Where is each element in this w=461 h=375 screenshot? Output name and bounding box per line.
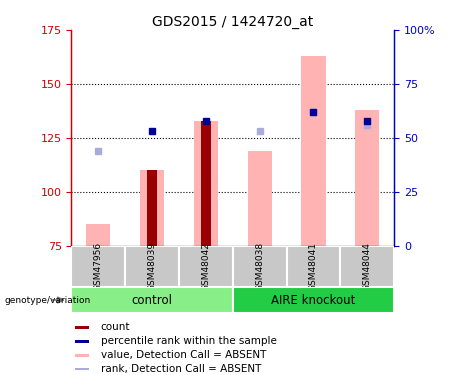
Bar [194,121,218,246]
FancyBboxPatch shape [71,287,233,313]
FancyBboxPatch shape [340,246,394,287]
Bar [201,121,211,246]
Text: GSM48042: GSM48042 [201,242,210,291]
Text: GSM47956: GSM47956 [94,242,103,291]
Bar [140,170,164,246]
Text: GSM48039: GSM48039 [148,242,157,291]
Text: GSM48038: GSM48038 [255,242,264,291]
Bar [86,224,111,246]
Text: percentile rank within the sample: percentile rank within the sample [101,336,277,346]
Bar [148,170,157,246]
Text: genotype/variation: genotype/variation [5,296,91,305]
Text: control: control [132,294,172,306]
Text: value, Detection Call = ABSENT: value, Detection Call = ABSENT [101,350,266,360]
Bar [75,340,89,343]
Text: rank, Detection Call = ABSENT: rank, Detection Call = ABSENT [101,364,261,374]
Bar [75,354,89,357]
Bar [75,368,89,370]
FancyBboxPatch shape [179,246,233,287]
FancyBboxPatch shape [233,287,394,313]
Bar [75,326,89,328]
FancyBboxPatch shape [125,246,179,287]
Bar [355,110,379,246]
Bar [301,56,325,246]
FancyBboxPatch shape [233,246,287,287]
Bar [248,151,272,246]
Text: count: count [101,322,130,332]
FancyBboxPatch shape [71,246,125,287]
Title: GDS2015 / 1424720_at: GDS2015 / 1424720_at [152,15,313,29]
Text: AIRE knockout: AIRE knockout [271,294,356,306]
Text: GSM48044: GSM48044 [363,242,372,291]
FancyBboxPatch shape [287,246,340,287]
Text: GSM48041: GSM48041 [309,242,318,291]
